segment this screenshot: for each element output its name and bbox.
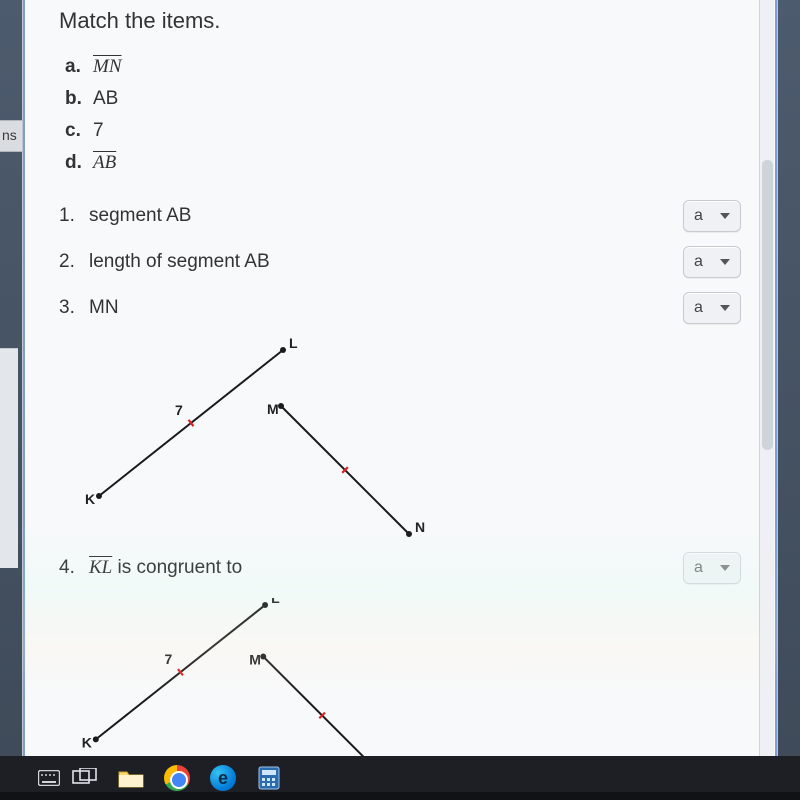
question-row-4: 4. KL is congruent to a bbox=[59, 552, 741, 584]
file-explorer-icon[interactable] bbox=[116, 763, 146, 793]
option-letter: b. bbox=[65, 88, 93, 110]
question-text: segment AB bbox=[89, 205, 191, 227]
svg-text:L: L bbox=[289, 338, 298, 351]
question-label: 2. length of segment AB bbox=[59, 251, 270, 273]
dropdown-value: a bbox=[694, 559, 703, 577]
question-row-3: 3. MN a bbox=[59, 292, 741, 324]
option-c: c. 7 bbox=[65, 120, 741, 142]
desktop-root: ns Match the items. a. MN b. AB c. 7 bbox=[0, 0, 800, 800]
task-view-icon[interactable] bbox=[70, 763, 100, 793]
calculator-icon[interactable] bbox=[254, 763, 284, 793]
match-questions: 1. segment AB a 2. length of segment AB … bbox=[59, 200, 741, 324]
vertical-scrollbar[interactable] bbox=[759, 0, 774, 756]
touch-keyboard-icon[interactable] bbox=[34, 763, 64, 793]
dropdown-value: a bbox=[694, 299, 703, 317]
option-d: d. AB bbox=[65, 152, 741, 174]
question-number: 3. bbox=[59, 297, 81, 319]
question-prompt: Match the items. bbox=[59, 8, 741, 34]
chrome-icon[interactable] bbox=[162, 763, 192, 793]
question-label: 1. segment AB bbox=[59, 205, 191, 227]
svg-text:K: K bbox=[85, 491, 95, 507]
left-sidebar-block bbox=[0, 348, 18, 568]
segment-notation: KL bbox=[89, 557, 112, 578]
chevron-down-icon bbox=[720, 305, 730, 311]
chevron-down-icon bbox=[720, 259, 730, 265]
quiz-content: Match the items. a. MN b. AB c. 7 d. AB bbox=[23, 0, 777, 756]
chevron-down-icon bbox=[720, 213, 730, 219]
answer-dropdown-4[interactable]: a bbox=[683, 552, 741, 584]
geometry-diagram-2: 7KLMN bbox=[59, 598, 741, 778]
quiz-window: Match the items. a. MN b. AB c. 7 d. AB bbox=[22, 0, 778, 756]
question-text: KL is congruent to bbox=[89, 557, 242, 579]
question-label: 3. MN bbox=[59, 297, 119, 319]
option-value: MN bbox=[93, 56, 122, 78]
svg-text:7: 7 bbox=[164, 651, 172, 667]
question-number: 1. bbox=[59, 205, 81, 227]
dropdown-value: a bbox=[694, 253, 703, 271]
option-value: 7 bbox=[93, 120, 104, 142]
diagram-svg: 7KLMN bbox=[59, 598, 479, 778]
question-row-1: 1. segment AB a bbox=[59, 200, 741, 232]
question-number: 2. bbox=[59, 251, 81, 273]
svg-text:M: M bbox=[249, 652, 261, 668]
svg-text:7: 7 bbox=[175, 402, 183, 418]
scrollbar-thumb[interactable] bbox=[762, 160, 773, 450]
geometry-diagram-1: 7 K L M N bbox=[59, 338, 741, 548]
question-text: MN bbox=[89, 297, 119, 319]
question-number: 4. bbox=[59, 557, 81, 579]
option-value: AB bbox=[93, 88, 118, 110]
svg-text:K: K bbox=[82, 734, 92, 750]
svg-text:N: N bbox=[415, 519, 425, 535]
question-row-2: 2. length of segment AB a bbox=[59, 246, 741, 278]
sidebar-fragment-text: ns bbox=[2, 127, 17, 143]
option-a: a. MN bbox=[65, 56, 741, 78]
diagram-svg: 7 K L M N bbox=[59, 338, 479, 548]
svg-text:L: L bbox=[271, 598, 280, 606]
option-letter: c. bbox=[65, 120, 93, 142]
option-b: b. AB bbox=[65, 88, 741, 110]
edge-icon[interactable]: e bbox=[208, 763, 238, 793]
answer-dropdown-3[interactable]: a bbox=[683, 292, 741, 324]
question-text: length of segment AB bbox=[89, 251, 270, 273]
chevron-down-icon bbox=[720, 565, 730, 571]
answer-options: a. MN b. AB c. 7 d. AB bbox=[65, 56, 741, 174]
answer-dropdown-2[interactable]: a bbox=[683, 246, 741, 278]
question-suffix: is congruent to bbox=[112, 557, 242, 578]
option-letter: d. bbox=[65, 152, 93, 174]
option-value: AB bbox=[93, 152, 116, 174]
dropdown-value: a bbox=[694, 207, 703, 225]
left-sidebar-fragment: ns bbox=[0, 120, 22, 152]
svg-text:M: M bbox=[267, 401, 279, 417]
question-label: 4. KL is congruent to bbox=[59, 557, 242, 579]
monitor-bezel bbox=[0, 792, 800, 800]
option-letter: a. bbox=[65, 56, 93, 78]
answer-dropdown-1[interactable]: a bbox=[683, 200, 741, 232]
